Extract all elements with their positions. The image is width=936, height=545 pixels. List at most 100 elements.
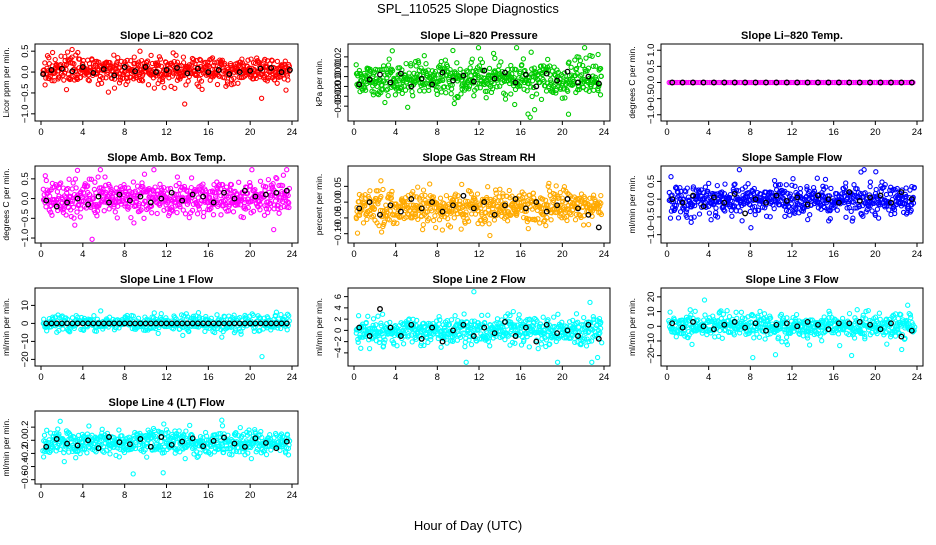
colored-point (476, 46, 480, 50)
y-tick-label: −4 (333, 347, 344, 358)
colored-point (539, 97, 543, 101)
colored-point (114, 186, 118, 190)
colored-point (402, 342, 406, 346)
colored-point (469, 343, 473, 347)
colored-point (503, 97, 507, 101)
x-tick-label: 20 (245, 372, 256, 383)
colored-point (455, 61, 459, 65)
colored-point (528, 115, 532, 119)
colored-point (587, 223, 591, 227)
colored-point (132, 55, 136, 59)
x-tick-label: 8 (435, 372, 440, 383)
colored-point (806, 218, 810, 222)
colored-point (131, 180, 135, 184)
colored-point (272, 228, 276, 232)
colored-point (215, 82, 219, 86)
black-point (378, 72, 383, 77)
colored-point (71, 205, 75, 209)
colored-point (715, 184, 719, 188)
colored-point (795, 313, 799, 317)
colored-point (112, 53, 116, 57)
x-tick-label: 12 (787, 372, 798, 383)
colored-point (668, 216, 672, 220)
colored-point (725, 309, 729, 313)
colored-point (181, 333, 185, 337)
y-axis-label: ml/min per min. (627, 175, 637, 233)
colored-point (868, 185, 872, 189)
x-tick-label: 24 (287, 127, 298, 138)
colored-point (411, 94, 415, 98)
colored-point (815, 176, 819, 180)
series-colored (354, 179, 603, 238)
colored-point (387, 57, 391, 61)
colored-point (472, 94, 476, 98)
colored-point (752, 336, 756, 340)
colored-point (530, 94, 534, 98)
colored-point (281, 173, 285, 177)
colored-point (51, 50, 55, 54)
x-tick-label: 8 (122, 249, 127, 260)
colored-point (462, 312, 466, 316)
y-axis-label: Licor ppm per min. (1, 47, 11, 117)
colored-point (758, 309, 762, 313)
colored-point (418, 89, 422, 93)
colored-point (422, 89, 426, 93)
colored-point (829, 186, 833, 190)
colored-point (475, 192, 479, 196)
y-tick-label: 2 (333, 316, 344, 321)
colored-point (132, 221, 136, 225)
colored-point (509, 92, 513, 96)
series-colored (354, 46, 603, 120)
colored-point (99, 309, 103, 313)
colored-point (434, 226, 438, 230)
y-tick-label: −0.5 (20, 209, 31, 228)
colored-point (544, 89, 548, 93)
colored-point (527, 345, 531, 349)
colored-point (590, 360, 594, 364)
y-tick-label: 0.5 (20, 45, 31, 58)
colored-point (44, 205, 48, 209)
colored-point (674, 335, 678, 339)
colored-point (451, 48, 455, 52)
colored-point (183, 102, 187, 106)
x-tick-label: 0 (38, 372, 43, 383)
colored-point (569, 65, 573, 69)
colored-point (149, 53, 153, 57)
y-tick-label: 0 (20, 321, 31, 326)
colored-point (480, 60, 484, 64)
colored-point (116, 56, 120, 60)
colored-point (113, 210, 117, 214)
y-tick-label: −0.5 (646, 89, 657, 108)
y-axis-label: kPa per min. (314, 59, 324, 107)
colored-point (175, 211, 179, 215)
x-tick-label: 16 (515, 372, 526, 383)
colored-point (359, 346, 363, 350)
colored-point (584, 56, 588, 60)
x-tick-label: 16 (515, 127, 526, 138)
colored-point (529, 50, 533, 54)
colored-point (693, 309, 697, 313)
colored-point (146, 83, 150, 87)
colored-point (231, 210, 235, 214)
colored-point (539, 342, 543, 346)
colored-point (406, 105, 410, 109)
colored-point (707, 211, 711, 215)
colored-point (582, 223, 586, 227)
colored-point (703, 313, 707, 317)
colored-point (421, 228, 425, 232)
x-tick-label: 24 (912, 372, 923, 383)
colored-point (67, 177, 71, 181)
x-tick-label: 16 (203, 249, 214, 260)
panel-title: Slope Amb. Box Temp. (107, 152, 226, 164)
y-tick-label: 10 (646, 306, 657, 317)
colored-point (444, 194, 448, 198)
series-colored (667, 168, 916, 230)
y-tick-label: 10 (20, 300, 31, 311)
y-tick-label: 0.5 (20, 172, 31, 185)
colored-point (211, 213, 215, 217)
x-tick-label: 12 (787, 249, 798, 260)
panel-title: Slope Li–820 Temp. (741, 30, 843, 42)
